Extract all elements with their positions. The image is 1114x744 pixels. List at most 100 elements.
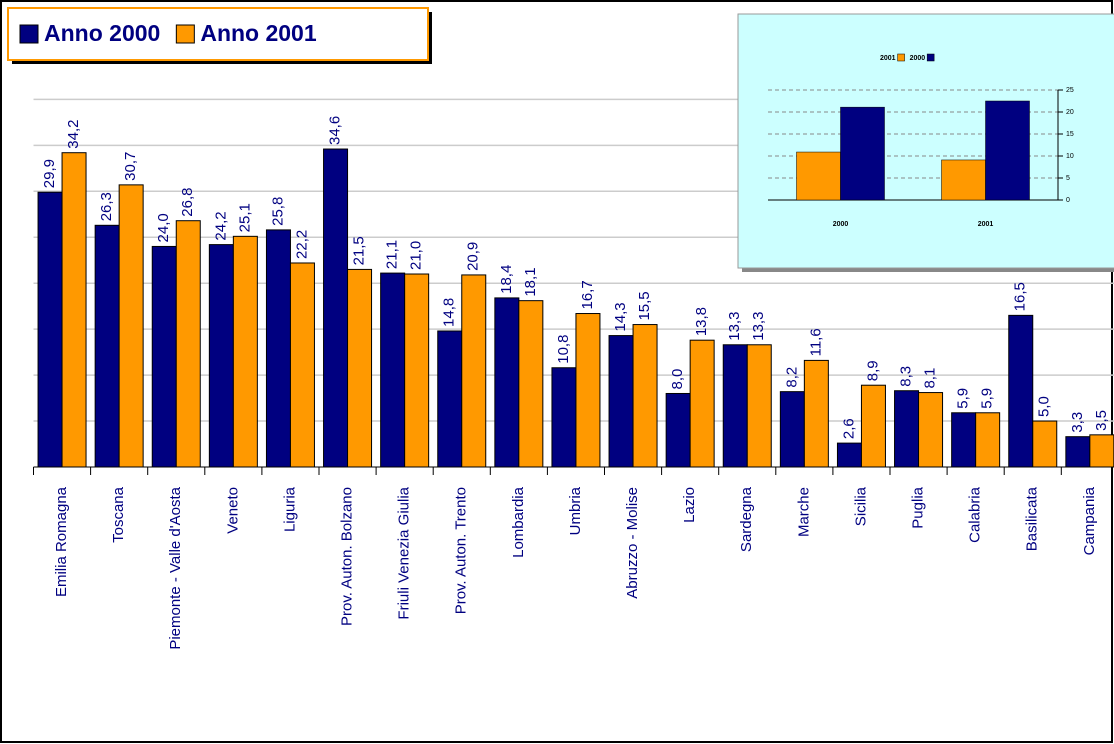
bar bbox=[951, 412, 977, 468]
bar bbox=[232, 235, 258, 468]
x-tick-label: Prov. Auton. Bolzano bbox=[339, 487, 356, 626]
value-label: 21,0 bbox=[408, 241, 425, 270]
bar bbox=[746, 344, 772, 468]
bar bbox=[437, 330, 463, 468]
bar bbox=[975, 412, 1001, 468]
inset-box bbox=[737, 13, 1114, 269]
value-label: 5,0 bbox=[1036, 396, 1053, 417]
value-label: 25,8 bbox=[269, 197, 286, 226]
value-label: 8,2 bbox=[783, 367, 800, 388]
value-label: 5,9 bbox=[979, 388, 996, 409]
y-tick-label: 5 bbox=[1066, 175, 1070, 182]
value-label: 13,3 bbox=[750, 312, 767, 341]
x-tick-label: Lazio bbox=[681, 487, 698, 523]
bar bbox=[985, 100, 1030, 201]
bar bbox=[1032, 420, 1058, 468]
bar bbox=[632, 324, 658, 468]
value-label: 24,2 bbox=[212, 211, 229, 240]
value-label: 21,5 bbox=[351, 236, 368, 265]
x-tick-label: Puglia bbox=[910, 486, 927, 528]
bar bbox=[860, 384, 886, 468]
bar bbox=[551, 367, 577, 468]
bar bbox=[1008, 314, 1034, 468]
bar bbox=[1089, 434, 1114, 468]
x-tick-label: Piemonte - Valle d'Aosta bbox=[167, 486, 184, 649]
legend-swatch bbox=[175, 24, 195, 44]
bar bbox=[404, 273, 430, 468]
bar bbox=[94, 224, 120, 468]
bar bbox=[575, 313, 601, 468]
bar bbox=[1065, 436, 1091, 468]
value-label: 10,8 bbox=[555, 335, 572, 364]
x-tick-label: Sicilia bbox=[852, 486, 869, 526]
x-tick-label: Abruzzo - Molise bbox=[624, 487, 641, 599]
x-tick-label: Lombardia bbox=[510, 486, 527, 558]
value-label: 11,6 bbox=[807, 328, 824, 356]
value-label: 26,8 bbox=[179, 188, 196, 217]
value-label: 5,9 bbox=[955, 388, 972, 409]
value-label: 34,6 bbox=[327, 116, 344, 145]
value-label: 20,9 bbox=[465, 242, 482, 271]
x-tick-label: Toscana bbox=[110, 486, 127, 543]
value-label: 8,1 bbox=[922, 368, 939, 389]
y-tick-label: 15 bbox=[1066, 131, 1074, 138]
value-label: 29,9 bbox=[41, 159, 58, 188]
value-label: 2,6 bbox=[840, 418, 857, 439]
value-label: 34,2 bbox=[65, 119, 82, 148]
legend-label: Anno 2000 bbox=[44, 20, 160, 46]
y-tick-label: 10 bbox=[1066, 153, 1074, 160]
value-label: 3,5 bbox=[1093, 410, 1110, 431]
bar bbox=[323, 148, 349, 468]
bar bbox=[941, 159, 986, 201]
x-tick-label: Liguria bbox=[281, 486, 298, 532]
value-label: 13,3 bbox=[726, 312, 743, 341]
value-label: 26,3 bbox=[98, 192, 115, 221]
bar bbox=[61, 152, 87, 468]
x-tick-label: Calabria bbox=[967, 486, 984, 543]
bar bbox=[208, 244, 234, 468]
bar bbox=[779, 391, 805, 468]
inset-chart: 0 5 10 15 20 25 2000 2001 2001 2000 bbox=[768, 53, 1074, 228]
bar bbox=[289, 262, 315, 468]
value-label: 16,5 bbox=[1012, 282, 1029, 311]
bar bbox=[380, 272, 406, 468]
legend: Anno 2000 Anno 2001 bbox=[19, 20, 317, 46]
value-label: 21,1 bbox=[384, 240, 401, 269]
bar bbox=[118, 184, 144, 468]
value-label: 30,7 bbox=[122, 152, 139, 181]
value-label: 14,3 bbox=[612, 302, 629, 331]
y-tick-label: 0 bbox=[1066, 197, 1070, 204]
legend-swatch bbox=[897, 53, 905, 62]
x-tick-label: Campania bbox=[1081, 486, 1098, 555]
bar bbox=[689, 339, 715, 468]
x-tick-label: Prov. Auton. Trento bbox=[453, 487, 470, 614]
x-tick-label: Veneto bbox=[224, 487, 241, 534]
bar bbox=[796, 151, 841, 201]
value-label: 8,9 bbox=[864, 360, 881, 381]
bar bbox=[918, 392, 944, 468]
value-label: 13,8 bbox=[693, 307, 710, 336]
value-label: 15,5 bbox=[636, 291, 653, 320]
value-label: 14,8 bbox=[441, 298, 458, 327]
y-tick-label: 20 bbox=[1066, 109, 1074, 116]
bar bbox=[461, 274, 487, 468]
value-label: 22,2 bbox=[293, 230, 310, 259]
x-tick-label: 2001 bbox=[978, 221, 994, 228]
x-tick-label: Umbria bbox=[567, 486, 584, 535]
legend-label: Anno 2001 bbox=[200, 20, 317, 46]
bar bbox=[840, 106, 885, 201]
value-label: 8,0 bbox=[669, 369, 686, 390]
legend-swatch bbox=[19, 24, 39, 44]
value-label: 3,3 bbox=[1069, 412, 1086, 433]
bar bbox=[265, 229, 291, 468]
legend-swatch bbox=[926, 53, 935, 62]
bar bbox=[608, 335, 634, 468]
bar bbox=[518, 300, 544, 468]
bar bbox=[894, 390, 920, 468]
bar bbox=[722, 344, 748, 468]
legend-label: 2000 bbox=[910, 55, 926, 62]
x-tick-label: Marche bbox=[795, 487, 812, 537]
x-tick-label: Sardegna bbox=[738, 486, 755, 552]
